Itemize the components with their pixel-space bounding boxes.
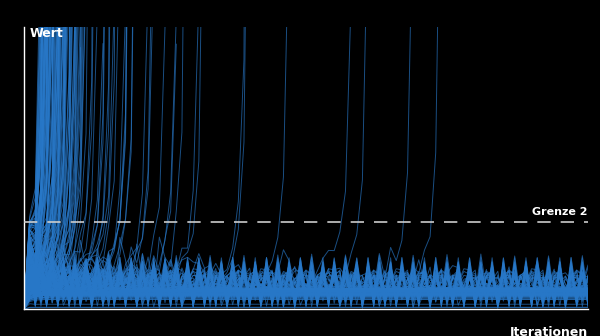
Text: Grenze 2: Grenze 2 [533, 207, 588, 217]
Text: Iterationen: Iterationen [510, 326, 588, 336]
Text: Wert: Wert [29, 27, 64, 40]
